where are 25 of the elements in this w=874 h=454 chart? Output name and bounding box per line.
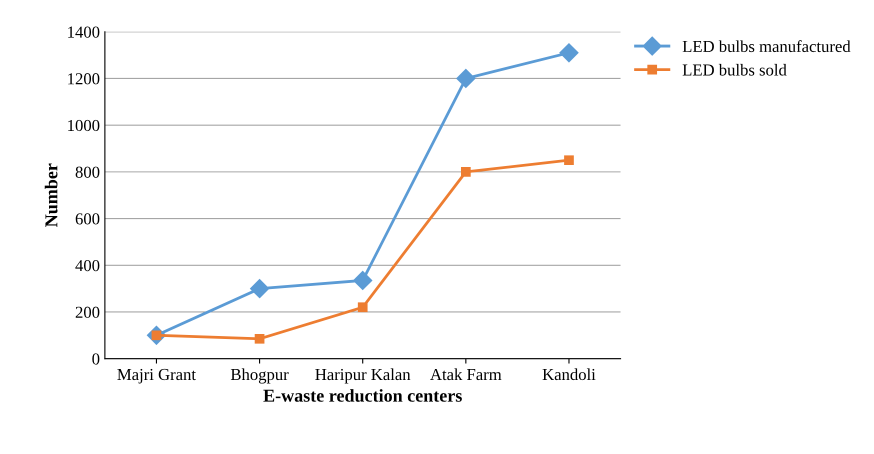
y-tick-label: 1400 (68, 26, 100, 38)
y-tick-label: 400 (75, 260, 100, 272)
x-tick-label: Haripur Kalan (315, 368, 410, 384)
point (559, 43, 579, 62)
point (254, 334, 264, 344)
x-tick-label: Kandoli (542, 368, 596, 380)
y-tick-label: 0 (92, 353, 100, 365)
x-tick-label: Majri Grant (117, 368, 196, 384)
x-tick-label: Bhogpur (230, 368, 289, 384)
point (456, 68, 476, 88)
y-axis-title: Number (44, 164, 58, 227)
y-tick-label: 1000 (68, 120, 100, 132)
x-axis-title: E-waste reduction centers (263, 389, 462, 402)
point (460, 167, 471, 177)
y-tick-label: 600 (76, 213, 100, 225)
y-tick-label: 1200 (68, 73, 100, 84)
y-tick-label: 800 (76, 166, 100, 178)
legend-label: LED bulbs manufactured (682, 40, 850, 52)
x-tick-label: Atak Farm (430, 368, 502, 380)
point (250, 279, 270, 298)
y-tick-label: 200 (76, 306, 100, 318)
point (358, 302, 368, 312)
point (353, 270, 372, 290)
legend-label: LED bulbs sold (682, 64, 787, 76)
point (564, 155, 574, 166)
